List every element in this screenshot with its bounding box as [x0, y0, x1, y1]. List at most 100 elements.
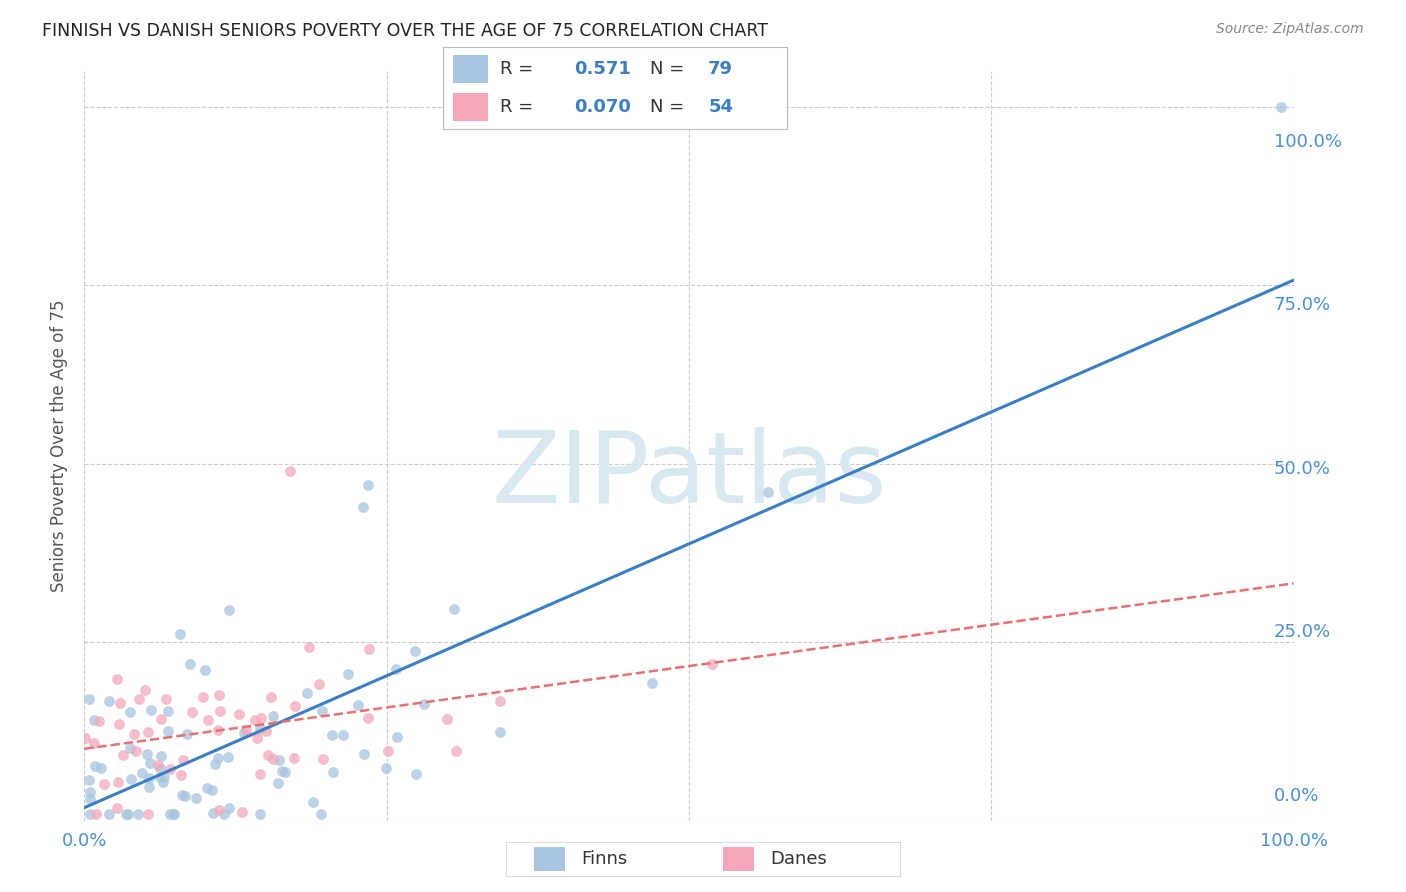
- Text: Finns: Finns: [581, 850, 627, 868]
- Point: [205, 720, 228, 734]
- Point: [294, 729, 316, 743]
- Point: [222, 706, 245, 720]
- Point: [202, 780, 225, 795]
- Point: [235, 751, 257, 765]
- Point: [205, 688, 228, 702]
- Point: [207, 748, 229, 763]
- Point: [169, 675, 191, 690]
- Point: [323, 703, 346, 717]
- Point: [222, 747, 245, 762]
- Point: [311, 704, 333, 718]
- Point: [217, 743, 239, 757]
- Point: [173, 695, 195, 709]
- Point: [323, 780, 346, 795]
- Point: [353, 730, 375, 744]
- Point: [187, 780, 209, 795]
- Point: [170, 761, 193, 775]
- Point: [187, 678, 209, 692]
- Point: [420, 692, 443, 706]
- Point: [294, 775, 316, 789]
- Point: [254, 764, 277, 778]
- Point: [329, 705, 352, 719]
- Text: 79: 79: [709, 61, 733, 78]
- Point: [238, 675, 260, 690]
- Point: [398, 708, 420, 723]
- Point: [447, 710, 470, 724]
- Point: [174, 780, 197, 795]
- Text: 0.571: 0.571: [574, 61, 631, 78]
- Point: [252, 745, 274, 759]
- Point: [335, 731, 357, 745]
- Point: [463, 744, 485, 758]
- Text: R =: R =: [499, 61, 533, 78]
- Text: R =: R =: [499, 98, 533, 116]
- Point: [366, 670, 388, 684]
- Text: ZIPatlas: ZIPatlas: [523, 429, 918, 526]
- Point: [308, 706, 330, 721]
- FancyBboxPatch shape: [453, 55, 488, 83]
- Point: [281, 735, 304, 749]
- Point: [273, 649, 295, 664]
- Point: [676, 661, 699, 675]
- Point: [177, 696, 200, 710]
- Point: [335, 691, 357, 706]
- Point: [330, 726, 353, 740]
- Point: [307, 779, 329, 793]
- Point: [491, 694, 513, 708]
- Point: [233, 728, 256, 742]
- Point: [183, 753, 205, 767]
- Point: [287, 686, 309, 700]
- Point: [388, 708, 411, 723]
- Point: [224, 733, 246, 747]
- FancyBboxPatch shape: [453, 94, 488, 121]
- Point: [1243, 133, 1265, 147]
- Point: [170, 780, 193, 795]
- Point: [174, 737, 197, 751]
- Point: [200, 726, 222, 740]
- Text: 54: 54: [709, 98, 733, 116]
- Point: [204, 780, 226, 795]
- Point: [463, 632, 485, 646]
- Point: [378, 686, 401, 700]
- Point: [195, 698, 218, 712]
- Text: FINNISH VS DANISH SENIORS POVERTY OVER THE AGE OF 75 CORRELATION CHART: FINNISH VS DANISH SENIORS POVERTY OVER T…: [42, 22, 768, 40]
- Point: [252, 615, 274, 630]
- Point: [253, 763, 276, 777]
- Point: [304, 690, 326, 704]
- Point: [253, 731, 276, 746]
- Point: [236, 747, 259, 761]
- Point: [214, 675, 236, 690]
- Point: [221, 726, 243, 740]
- Point: [412, 681, 434, 695]
- Point: [285, 730, 308, 744]
- Point: [222, 780, 245, 795]
- Point: [354, 681, 377, 696]
- Point: [245, 780, 267, 795]
- Point: [180, 739, 202, 753]
- Point: [402, 652, 425, 666]
- Y-axis label: Seniors Poverty Over the Age of 75: Seniors Poverty Over the Age of 75: [49, 304, 67, 597]
- Point: [232, 747, 254, 761]
- Point: [195, 752, 218, 766]
- Point: [416, 499, 439, 513]
- Point: [371, 770, 394, 784]
- Point: [436, 739, 458, 753]
- Point: [416, 726, 439, 740]
- Point: [260, 643, 283, 657]
- Point: [344, 742, 367, 756]
- Point: [211, 723, 233, 738]
- Point: [284, 703, 307, 717]
- Point: [170, 767, 193, 781]
- Point: [323, 693, 346, 707]
- Point: [257, 707, 280, 722]
- Point: [780, 486, 803, 500]
- Point: [333, 673, 356, 687]
- Point: [291, 780, 314, 795]
- Point: [285, 671, 308, 685]
- Point: [222, 756, 245, 770]
- Point: [375, 662, 398, 676]
- Point: [240, 705, 263, 719]
- Point: [420, 479, 443, 493]
- Point: [166, 711, 188, 725]
- Text: N =: N =: [650, 98, 683, 116]
